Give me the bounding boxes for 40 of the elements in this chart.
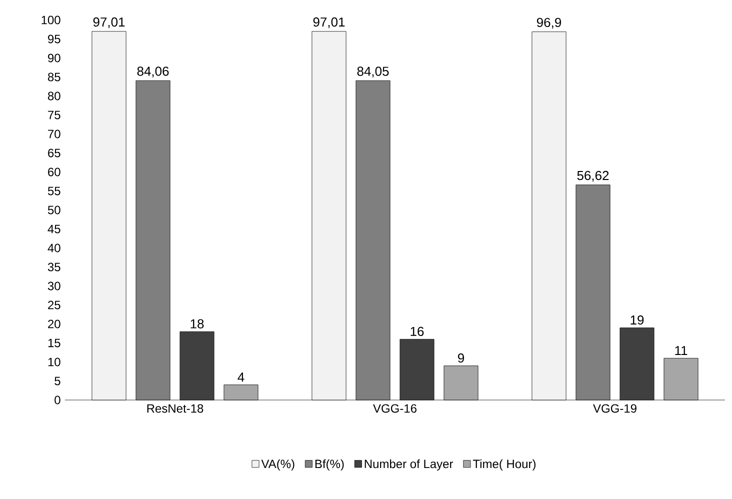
legend-label: Time( Hour) bbox=[472, 459, 536, 471]
legend-label: Number of Layer bbox=[364, 459, 454, 471]
data-label: 19 bbox=[630, 315, 644, 325]
data-label: 11 bbox=[675, 346, 688, 356]
data-label: 96,9 bbox=[536, 18, 562, 29]
y-tick-label: 25 bbox=[48, 300, 60, 310]
y-tick-label: 40 bbox=[48, 244, 60, 252]
x-tick-label: VGG-16 bbox=[373, 404, 416, 413]
x-tick-label: VGG-19 bbox=[593, 404, 636, 413]
y-tick-label: 95 bbox=[48, 34, 60, 44]
y-tick-label: 80 bbox=[48, 92, 60, 100]
data-label: 84,06 bbox=[137, 66, 169, 78]
data-label: 56,62 bbox=[577, 170, 609, 182]
legend-label: Bf(%) bbox=[315, 459, 344, 471]
y-tick-label: 90 bbox=[48, 54, 60, 62]
y-tick-label: 35 bbox=[48, 262, 60, 272]
y-tick-label: 100 bbox=[42, 16, 60, 24]
data-label: 97,01 bbox=[93, 17, 125, 28]
y-tick-label: 65 bbox=[48, 148, 60, 158]
y-tick-label: 70 bbox=[48, 130, 60, 138]
y-tick-label: 10 bbox=[48, 358, 60, 366]
y-tick-label: 75 bbox=[48, 110, 60, 120]
legend-label: VA(%) bbox=[261, 459, 294, 471]
data-label: 84,05 bbox=[357, 66, 389, 78]
y-tick-label: 30 bbox=[48, 282, 60, 290]
data-label: 4 bbox=[238, 372, 244, 382]
y-tick-label: 55 bbox=[48, 186, 60, 196]
y-tick-label: 45 bbox=[48, 224, 60, 234]
data-label: 97,01 bbox=[313, 17, 345, 28]
data-label: 18 bbox=[190, 319, 204, 328]
y-tick-label: 60 bbox=[48, 168, 60, 176]
data-label: 9 bbox=[458, 353, 464, 363]
y-tick-label: 50 bbox=[48, 206, 60, 214]
y-tick-label: 85 bbox=[48, 72, 60, 82]
y-tick-label: 15 bbox=[48, 338, 60, 348]
y-tick-label: 20 bbox=[48, 320, 60, 328]
y-tick-label: 0 bbox=[54, 396, 60, 404]
y-tick-label: 5 bbox=[54, 376, 60, 386]
data-label: 16 bbox=[410, 326, 424, 336]
x-tick-label: ResNet-18 bbox=[147, 404, 204, 413]
